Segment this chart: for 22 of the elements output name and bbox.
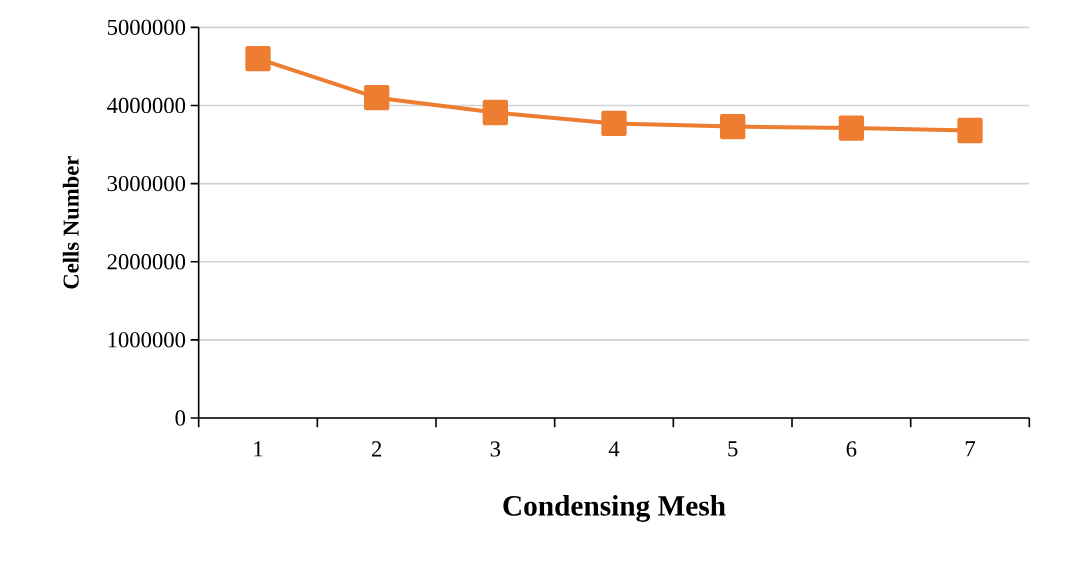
x-tick-label: 4 (608, 441, 620, 457)
x-tick-label: 6 (846, 441, 857, 457)
x-tick-label: 3 (490, 441, 501, 457)
y-axis-title: Cells Number (62, 156, 79, 289)
y-tick-label: 1000000 (108, 332, 186, 348)
point (601, 110, 627, 137)
point (364, 84, 390, 111)
y-tick-label: 3000000 (107, 175, 186, 192)
y-tick-label: 5000000 (107, 19, 186, 35)
point (838, 115, 865, 141)
point (720, 113, 746, 140)
y-tick-label: 0 (175, 410, 186, 426)
x-tick-label: 2 (372, 441, 382, 457)
x-tick-label: 7 (965, 441, 976, 457)
x-axis-title: Condensing Mesh (503, 495, 726, 522)
point (957, 117, 983, 144)
x-tick-label: 5 (728, 441, 738, 457)
point (245, 45, 271, 72)
y-tick-label: 4000000 (107, 97, 186, 114)
y-tick-label: 2000000 (107, 254, 186, 270)
x-tick-label: 1 (254, 441, 263, 457)
point (482, 99, 508, 126)
